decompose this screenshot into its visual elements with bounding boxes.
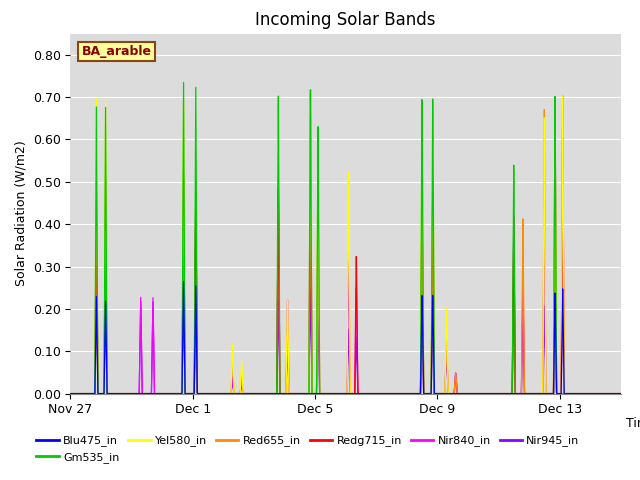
Text: Time: Time — [627, 417, 640, 430]
Text: BA_arable: BA_arable — [81, 45, 152, 58]
Y-axis label: Solar Radiation (W/m2): Solar Radiation (W/m2) — [14, 141, 27, 287]
Title: Incoming Solar Bands: Incoming Solar Bands — [255, 11, 436, 29]
Legend: Blu475_in, Gm535_in, Yel580_in, Red655_in, Redg715_in, Nir840_in, Nir945_in: Blu475_in, Gm535_in, Yel580_in, Red655_i… — [32, 431, 584, 467]
